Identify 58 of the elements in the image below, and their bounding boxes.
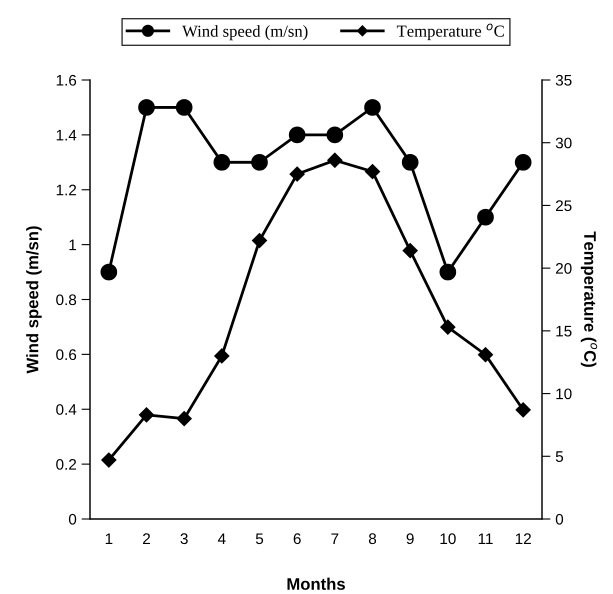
point bbox=[402, 154, 418, 171]
y2-tick-label: 0 bbox=[556, 514, 564, 525]
x-axis-title: Months bbox=[287, 578, 345, 590]
point bbox=[402, 243, 418, 258]
x-tick-label: 11 bbox=[478, 533, 493, 544]
y2-axis-title: Temperature ($^{o}$C) bbox=[580, 231, 598, 367]
y-axis-title: Wind speed (m/sn) bbox=[26, 226, 42, 374]
y2-tick-label: 30 bbox=[556, 138, 572, 148]
point bbox=[364, 99, 381, 116]
point bbox=[364, 164, 380, 180]
point bbox=[214, 154, 230, 171]
point bbox=[290, 166, 305, 182]
point bbox=[100, 264, 118, 280]
point bbox=[252, 232, 268, 248]
x-tick-label: 7 bbox=[331, 533, 338, 544]
y-tick-label: 0.2 bbox=[56, 458, 76, 470]
point bbox=[138, 407, 154, 422]
point bbox=[514, 154, 532, 171]
y2-tick-label: 35 bbox=[556, 74, 572, 86]
point bbox=[516, 402, 531, 418]
point bbox=[176, 99, 192, 116]
x-tick-label: 6 bbox=[294, 533, 301, 544]
point bbox=[440, 264, 456, 280]
x-tick-label: 2 bbox=[143, 533, 150, 544]
x-tick-label: 10 bbox=[440, 533, 456, 544]
x-tick-label: 9 bbox=[406, 533, 414, 544]
y2-tick-label: 20 bbox=[556, 263, 572, 274]
x-tick-label: 3 bbox=[180, 533, 188, 544]
y-tick-label: 0.4 bbox=[56, 404, 76, 415]
point bbox=[477, 208, 494, 226]
point bbox=[176, 411, 192, 426]
y2-tick-label: 15 bbox=[556, 326, 572, 337]
y-tick-label: 1.6 bbox=[56, 74, 76, 86]
y-tick-label: 1.2 bbox=[56, 184, 76, 196]
point bbox=[440, 320, 456, 335]
y2-tick-label: 5 bbox=[556, 451, 564, 462]
y-tick-label: 1.4 bbox=[56, 130, 76, 140]
legend-label: Temperature $^{o}$C bbox=[396, 24, 504, 40]
y-tick-label: 1 bbox=[69, 240, 76, 250]
legend-label: Wind speed (m/sn) bbox=[182, 25, 308, 40]
point bbox=[214, 348, 230, 364]
x-tick-label: 8 bbox=[368, 533, 376, 544]
point bbox=[288, 126, 306, 144]
point bbox=[327, 152, 342, 168]
y-tick-label: 0.8 bbox=[56, 294, 76, 306]
x-tick-label: 1 bbox=[106, 533, 112, 544]
point bbox=[101, 452, 116, 468]
y-tick-label: 0 bbox=[68, 514, 76, 525]
point bbox=[251, 154, 268, 171]
x-tick-label: 5 bbox=[256, 533, 264, 544]
point bbox=[478, 347, 494, 362]
y-tick-label: 0.6 bbox=[56, 349, 76, 360]
x-tick-label: 4 bbox=[218, 533, 226, 544]
y2-tick-label: 25 bbox=[556, 200, 572, 212]
point bbox=[326, 126, 344, 144]
x-tick-label: 12 bbox=[516, 533, 531, 544]
point bbox=[138, 99, 155, 116]
y2-tick-label: 10 bbox=[556, 388, 572, 400]
